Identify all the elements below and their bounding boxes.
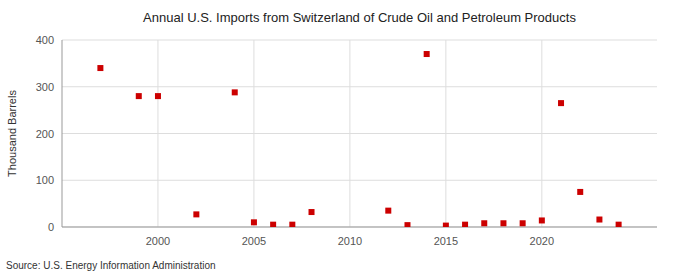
x-grid-line [349, 40, 350, 227]
y-grid-line [62, 86, 657, 87]
point [97, 65, 103, 71]
source-note: Source: U.S. Energy Information Administ… [6, 260, 216, 271]
point [251, 219, 257, 225]
x-tick-label: 2015 [434, 235, 458, 247]
y-tick-label: 300 [36, 81, 54, 93]
y-tick-label: 200 [36, 128, 54, 140]
chart-title: Annual U.S. Imports from Switzerland of … [143, 10, 576, 25]
y-axis-label: Thousand Barrels [6, 90, 18, 177]
point [481, 220, 487, 226]
x-tick-label: 2010 [338, 235, 362, 247]
points [97, 51, 621, 227]
point [270, 222, 276, 227]
chart-container: Annual U.S. Imports from Switzerland of … [0, 0, 675, 275]
y-tick-label: 100 [36, 174, 54, 186]
point [155, 93, 161, 99]
grid [62, 40, 657, 227]
point [424, 51, 430, 57]
chart-svg: Annual U.S. Imports from Switzerland of … [0, 0, 675, 275]
x-grid-line [157, 40, 158, 227]
x-grid-line [445, 40, 446, 227]
point [596, 217, 602, 223]
point [520, 220, 526, 226]
point [500, 220, 506, 226]
point [289, 222, 295, 227]
x-grid-line [541, 40, 542, 227]
y-grid-line [62, 227, 657, 228]
y-grid-line [62, 133, 657, 134]
x-axis-line [62, 227, 657, 228]
y-axis-line [62, 40, 63, 227]
x-grid-line [253, 40, 254, 227]
y-tick-label: 0 [48, 221, 54, 233]
x-tick-label: 2000 [146, 235, 170, 247]
x-tick-label: 2005 [242, 235, 266, 247]
point [136, 93, 142, 99]
point [232, 89, 238, 95]
y-grid-line [62, 180, 657, 181]
point [443, 223, 449, 227]
point [385, 208, 391, 214]
point [577, 189, 583, 195]
y-grid-line [62, 40, 657, 41]
point [462, 222, 468, 227]
point [539, 217, 545, 223]
y-tick-label: 400 [36, 34, 54, 46]
point [309, 209, 315, 215]
point [616, 222, 622, 227]
point [404, 222, 410, 227]
point [193, 211, 199, 217]
point [558, 100, 564, 106]
x-tick-label: 2020 [530, 235, 554, 247]
